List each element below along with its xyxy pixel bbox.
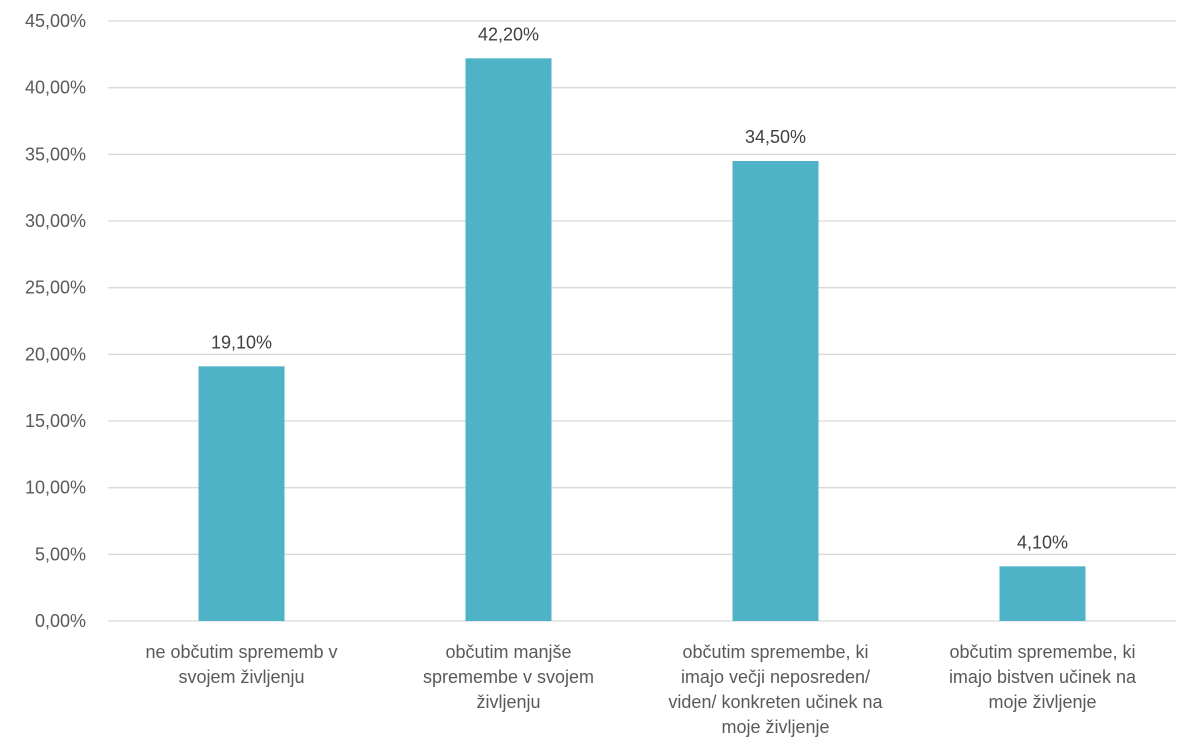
- category-label-line: viden/ konkreten učinek na: [668, 692, 883, 712]
- category-label-line: spremembe v svojem: [423, 667, 594, 687]
- category-label-line: občutim spremembe, ki: [949, 642, 1135, 662]
- bars: [198, 58, 1086, 622]
- bar: [198, 366, 285, 621]
- y-tick-label: 25,00%: [25, 278, 86, 298]
- category-label-line: moje življenje: [721, 717, 829, 737]
- category-label: občutim spremembe, ki imajo bistven učine…: [949, 642, 1137, 712]
- y-tick-label: 40,00%: [25, 78, 86, 98]
- y-tick-label: 15,00%: [25, 411, 86, 431]
- y-tick-label: 5,00%: [35, 544, 86, 564]
- bar: [732, 161, 819, 621]
- category-label-line: imajo bistven učinek na: [949, 667, 1137, 687]
- category-label: občutim spremembe, ki imajo večji neposre…: [668, 642, 883, 737]
- data-label: 42,20%: [478, 24, 539, 44]
- category-label-line: življenju: [476, 692, 540, 712]
- data-label: 34,50%: [745, 127, 806, 147]
- y-tick-label: 35,00%: [25, 144, 86, 164]
- category-label-line: občutim spremembe, ki: [682, 642, 868, 662]
- category-labels: ne občutim sprememb v svojem življenju obč…: [145, 642, 1137, 737]
- bar: [999, 566, 1086, 621]
- gridlines: [108, 20, 1176, 622]
- data-label: 4,10%: [1017, 532, 1068, 552]
- y-tick-label: 45,00%: [25, 11, 86, 31]
- y-tick-label: 0,00%: [35, 611, 86, 631]
- y-tick-label: 20,00%: [25, 344, 86, 364]
- category-label-line: občutim manjše: [445, 642, 571, 662]
- category-label-line: imajo večji neposreden/: [681, 667, 870, 687]
- category-label-line: ne občutim sprememb v: [145, 642, 337, 662]
- y-axis-tick-labels: 0,00% 5,00% 10,00% 15,00% 20,00% 25,00% 30,00%…: [25, 11, 86, 631]
- y-tick-label: 10,00%: [25, 478, 86, 498]
- category-label-line: moje življenje: [988, 692, 1096, 712]
- data-label: 19,10%: [211, 332, 272, 352]
- category-label-line: svojem življenju: [178, 667, 304, 687]
- data-labels: 19,10% 42,20% 34,50% 4,10%: [211, 24, 1068, 552]
- category-label: občutim manjše spremembe v svojem življenj…: [423, 642, 594, 712]
- bar: [465, 58, 552, 622]
- category-label: ne občutim sprememb v svojem življenju: [145, 642, 337, 687]
- y-tick-label: 30,00%: [25, 211, 86, 231]
